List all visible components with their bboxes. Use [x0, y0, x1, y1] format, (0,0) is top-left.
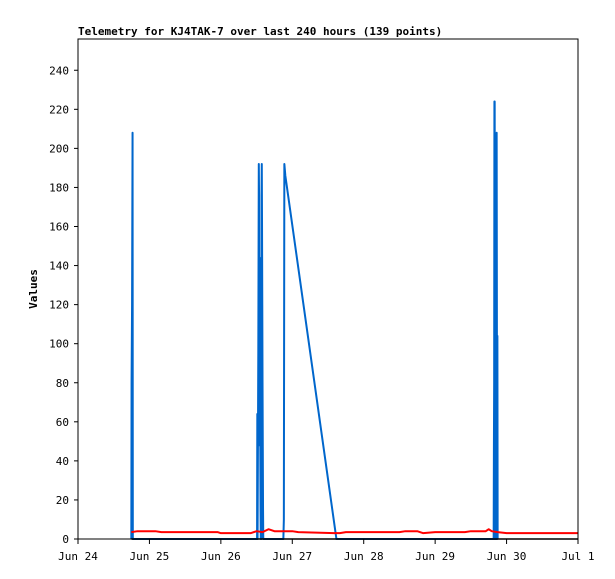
y-tick-label: 200	[49, 142, 69, 155]
x-tick-label: Jun 27	[272, 550, 312, 563]
chart-title: Telemetry for KJ4TAK-7 over last 240 hou…	[78, 25, 442, 38]
plot-frame	[77, 38, 579, 540]
y-tick-label: 220	[49, 103, 69, 116]
y-tick-label: 140	[49, 260, 69, 273]
y-tick-label: 60	[56, 416, 69, 429]
y-axis: 0 20 40 60 80 100 120 140 160 180 200 220 240	[49, 64, 78, 546]
y-tick-label: 80	[56, 377, 69, 390]
y-tick-label: 180	[49, 181, 69, 194]
y-axis-label: Values	[27, 269, 40, 309]
y-tick-label: 160	[49, 221, 69, 234]
y-tick-label: 0	[62, 533, 69, 546]
y-tick-label: 120	[49, 299, 69, 312]
x-tick-label: Jun 26	[201, 550, 241, 563]
x-tick-label: Jun 30	[487, 550, 527, 563]
y-tick-label: 240	[49, 64, 69, 77]
y-tick-label: 40	[56, 455, 69, 468]
y-tick-label: 100	[49, 338, 69, 351]
x-axis: Jun 24 Jun 25 Jun 26 Jun 27 Jun 28 Jun 29 Jun …	[58, 539, 595, 563]
y-tick-label: 20	[56, 494, 69, 507]
x-tick-label: Jul 1	[561, 550, 594, 563]
x-tick-label: Jun 24	[58, 550, 98, 563]
series-line-1	[131, 528, 578, 535]
series-line-0	[130, 100, 499, 540]
x-tick-label: Jun 28	[344, 550, 384, 563]
x-tick-label: Jun 25	[130, 550, 170, 563]
x-tick-label: Jun 29	[415, 550, 455, 563]
